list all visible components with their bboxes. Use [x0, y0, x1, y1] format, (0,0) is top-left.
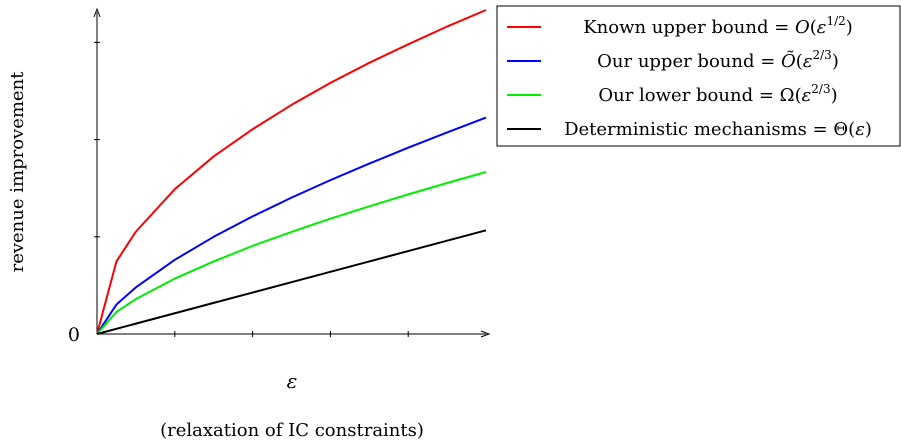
series-line-0 — [96, 9, 487, 335]
legend-label-2: Our lower bound = Ω(ε2/3) — [598, 82, 837, 106]
y-axis-arrow — [93, 7, 101, 18]
series-lines — [96, 9, 487, 335]
y-axis-title: revenue improvement — [7, 71, 28, 273]
legend-label-0: Known upper bound = O(ε1/2) — [583, 14, 853, 38]
x-axis-arrow — [480, 330, 491, 338]
y-tick-label-0: 0 — [68, 324, 80, 346]
x-axis-note: (relaxation of IC constraints) — [160, 420, 424, 441]
legend: Known upper bound = O(ε1/2) Our upper bou… — [496, 5, 901, 147]
series-line-2 — [96, 171, 487, 335]
axes — [93, 7, 491, 338]
legend-label-1: Our upper bound = Õ(ε2/3) — [597, 48, 839, 72]
series-line-3 — [96, 229, 487, 335]
legend-label-3: Deterministic mechanisms = Θ(ε) — [564, 119, 872, 140]
axis-ticks — [94, 41, 409, 337]
x-axis-label: ε — [287, 369, 298, 393]
series-line-1 — [96, 116, 487, 335]
legend-box — [496, 5, 901, 147]
